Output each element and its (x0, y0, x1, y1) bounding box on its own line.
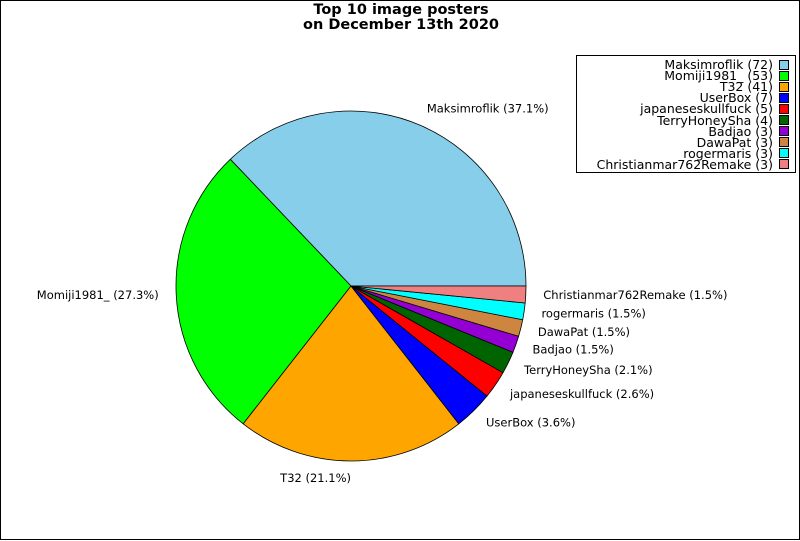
slice-label-terryhoneysha: TerryHoneySha (2.1%) (523, 363, 653, 377)
legend-label: japaneseskullfuck (5) (640, 101, 773, 117)
legend-label: Maksimroflik (72) (664, 57, 773, 73)
pie-slice-momiji1981 (175, 158, 352, 425)
legend-item-momiji1981: Momiji1981_ (53) (577, 68, 789, 84)
slice-label-t32: T32 (21.1%) (279, 471, 351, 485)
legend-swatch (779, 81, 789, 92)
slice-label-rogermaris: rogermaris (1.5%) (541, 306, 645, 320)
slice-label-badjao: Badjao (1.5%) (532, 343, 613, 357)
legend-swatch (779, 159, 789, 170)
legend-item-christianmar762remake: Christianmar762Remake (3) (577, 156, 789, 172)
legend-label: T32 (41) (719, 79, 773, 95)
legend-swatch (779, 70, 789, 81)
legend-swatch (779, 115, 789, 126)
pie-slice-christianmar762remake (350, 285, 527, 304)
slice-label-japaneseskullfuck: japaneseskullfuck (2.6%) (509, 387, 654, 401)
slice-label-momiji1981: Momiji1981_ (27.3%) (37, 288, 159, 302)
legend-label: Christianmar762Remake (3) (596, 156, 773, 172)
pie-slice-maksimroflik (229, 110, 527, 287)
legend-item-maksimroflik: Maksimroflik (72) (577, 57, 789, 73)
legend-label: DawaPat (3) (696, 134, 773, 150)
legend-item-terryhoneysha: TerryHoneySha (4) (577, 112, 789, 128)
legend-swatch (779, 126, 789, 137)
slice-label-userbox: UserBox (3.6%) (486, 416, 575, 430)
legend: Maksimroflik (72) Momiji1981_ (53) T32 (41… (576, 55, 796, 173)
legend-label: Momiji1981_ (53) (664, 68, 773, 84)
legend-item-japaneseskullfuck: japaneseskullfuck (5) (577, 101, 789, 117)
slice-label-christianmar762remake: Christianmar762Remake (1.5%) (543, 288, 727, 302)
legend-swatch (779, 92, 789, 103)
legend-item-badjao: Badjao (3) (577, 123, 789, 139)
legend-label: Badjao (3) (708, 123, 773, 139)
legend-item-t32: T32 (41) (577, 79, 789, 95)
legend-label: TerryHoneySha (4) (657, 112, 773, 128)
legend-label: UserBox (7) (699, 90, 773, 106)
slice-label-dawapat: DawaPat (1.5%) (538, 325, 630, 339)
legend-swatch (779, 137, 789, 148)
pie-slice-t32 (242, 285, 460, 462)
legend-label: rogermaris (3) (683, 145, 773, 161)
legend-swatch (779, 103, 789, 114)
slice-label-maksimroflik: Maksimroflik (37.1%) (427, 102, 549, 116)
legend-item-dawapat: DawaPat (3) (577, 134, 789, 150)
legend-item-rogermaris: rogermaris (3) (577, 145, 789, 161)
legend-swatch (779, 59, 789, 70)
legend-swatch (779, 148, 789, 159)
legend-item-userbox: UserBox (7) (577, 90, 789, 106)
chart-title: Top 10 image posters on December 13th 20… (303, 2, 499, 33)
